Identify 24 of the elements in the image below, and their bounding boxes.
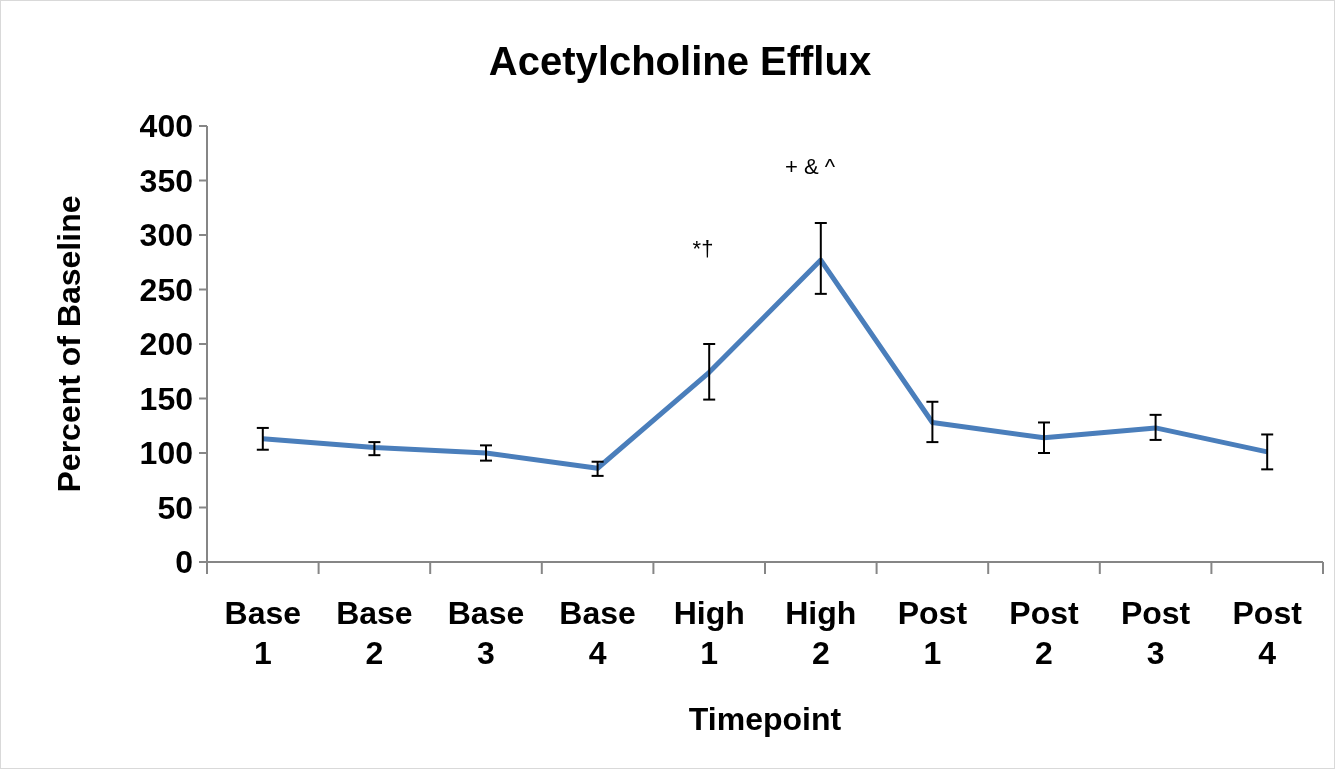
annotation: + & ^ bbox=[784, 154, 836, 179]
x-tick-label: Post 1 bbox=[897, 595, 968, 671]
x-tick-label: High 1 bbox=[673, 595, 745, 671]
y-tick-label: 250 bbox=[139, 271, 193, 308]
y-tick-label: 350 bbox=[139, 162, 193, 199]
y-tick-label: 0 bbox=[175, 544, 193, 581]
y-tick-label: 100 bbox=[139, 435, 193, 472]
y-tick-label: 50 bbox=[157, 489, 193, 526]
x-tick-label: Post 2 bbox=[1009, 595, 1080, 671]
y-tick-label: 300 bbox=[139, 217, 193, 254]
x-tick-label: Base 1 bbox=[224, 595, 302, 671]
x-tick-label: Post 4 bbox=[1232, 595, 1303, 671]
x-tick-label: Base 4 bbox=[559, 595, 636, 671]
y-tick-label: 400 bbox=[139, 108, 193, 145]
x-tick-label: Base 3 bbox=[447, 595, 525, 671]
y-axis-title: Percent of Baseline bbox=[51, 195, 87, 493]
chart-title: Acetylcholine Efflux bbox=[488, 39, 872, 83]
x-tick-label: Base 2 bbox=[336, 595, 413, 671]
y-tick-label: 150 bbox=[139, 380, 193, 417]
annotation: *† bbox=[692, 236, 714, 261]
x-tick-label: High 2 bbox=[785, 595, 857, 671]
y-tick-label: 200 bbox=[139, 326, 193, 363]
x-tick-label: Post 3 bbox=[1120, 595, 1191, 671]
x-axis-title: Timepoint bbox=[688, 701, 842, 737]
